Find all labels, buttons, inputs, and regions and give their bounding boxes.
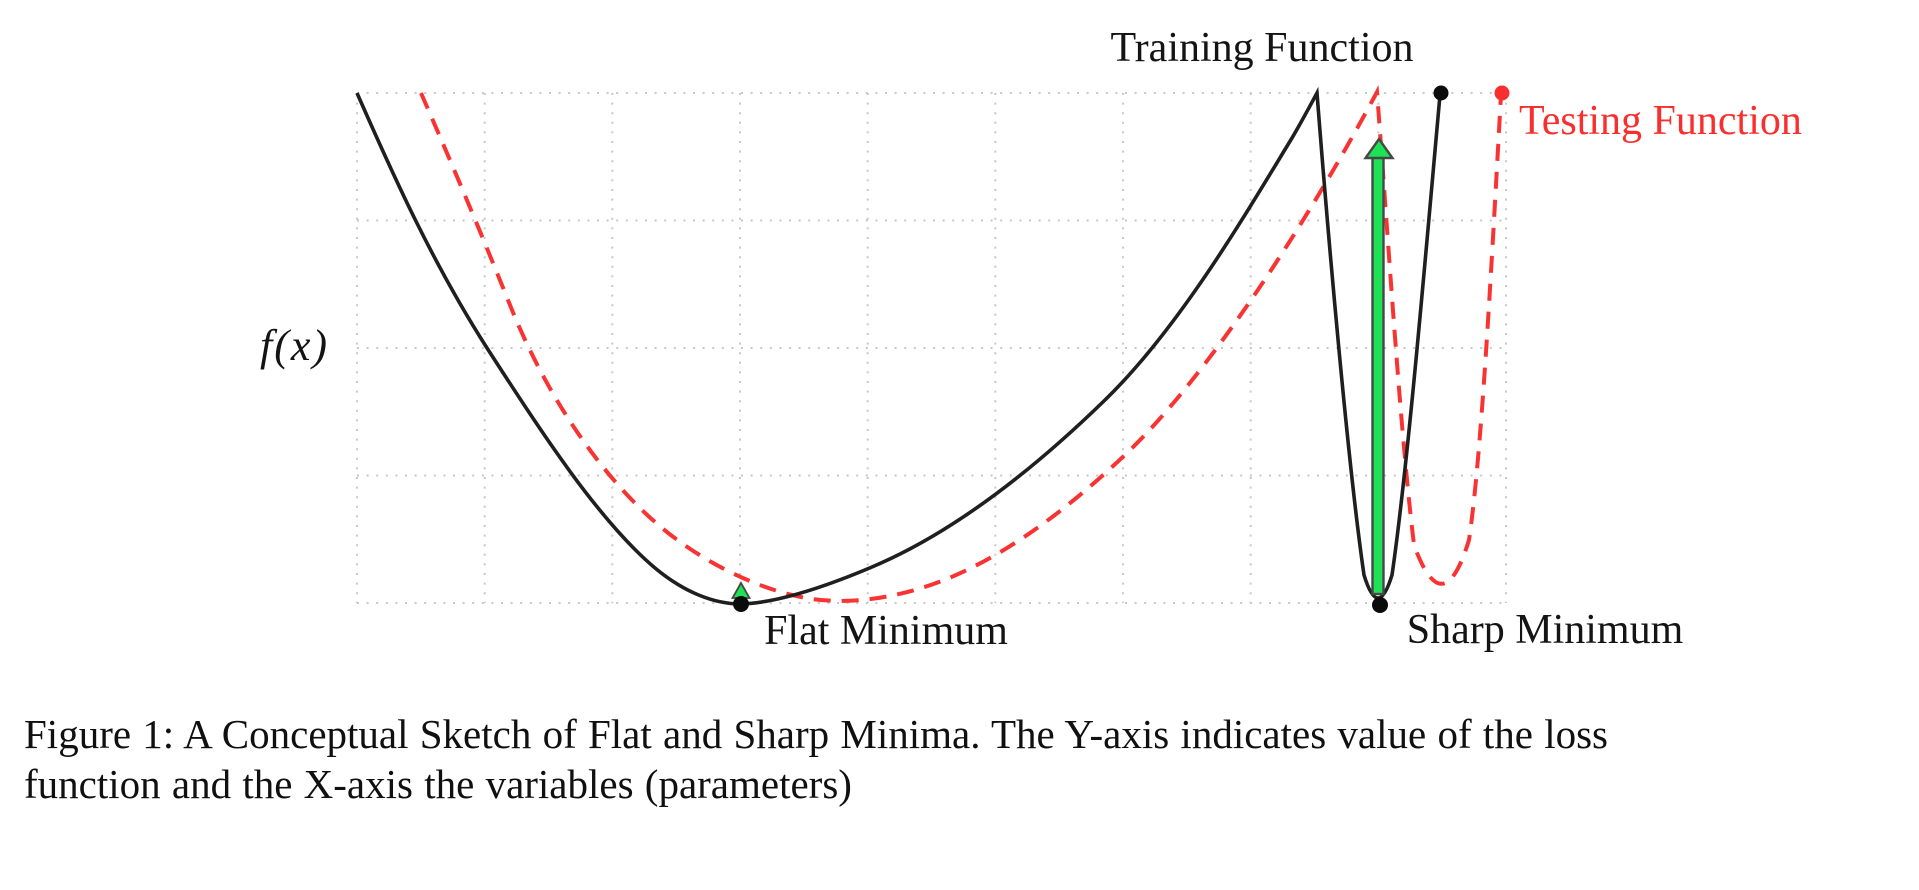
training-function-label: Training Function [1110, 25, 1414, 71]
sharp-minimum-label: Sharp Minimum [1406, 607, 1684, 653]
testing-function-label: Testing Function [1519, 98, 1802, 144]
sharp-minimum-point [1372, 597, 1388, 613]
y-axis-label: f(x) [260, 321, 330, 370]
testing-endpoint-dot [1494, 85, 1510, 101]
flat-minimum-point [733, 596, 749, 612]
green-arrow-sharp-minimum [1363, 136, 1395, 596]
caption-line-2: function and the X-axis the variables (p… [24, 761, 852, 807]
training-function-curve [355, 86, 1442, 606]
training-endpoint-dot [1433, 85, 1449, 101]
caption-line-1: Figure 1: A Conceptual Sketch of Flat an… [24, 711, 1608, 757]
flat-minimum-label: Flat Minimum [764, 608, 1008, 654]
testing-function-curve [419, 85, 1503, 603]
figure-caption: Figure 1: A Conceptual Sketch of Flat an… [24, 709, 1904, 809]
